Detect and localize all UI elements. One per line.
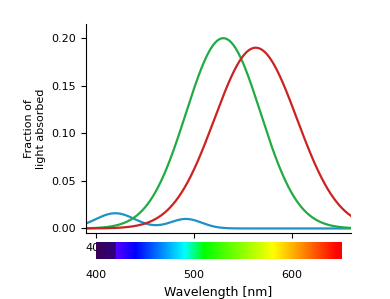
Text: 500: 500 xyxy=(183,270,204,280)
Text: 400: 400 xyxy=(85,270,106,280)
Text: Wavelength [nm]: Wavelength [nm] xyxy=(164,286,273,298)
Text: 600: 600 xyxy=(282,270,303,280)
Y-axis label: Fraction of
light absorbed: Fraction of light absorbed xyxy=(24,89,46,169)
